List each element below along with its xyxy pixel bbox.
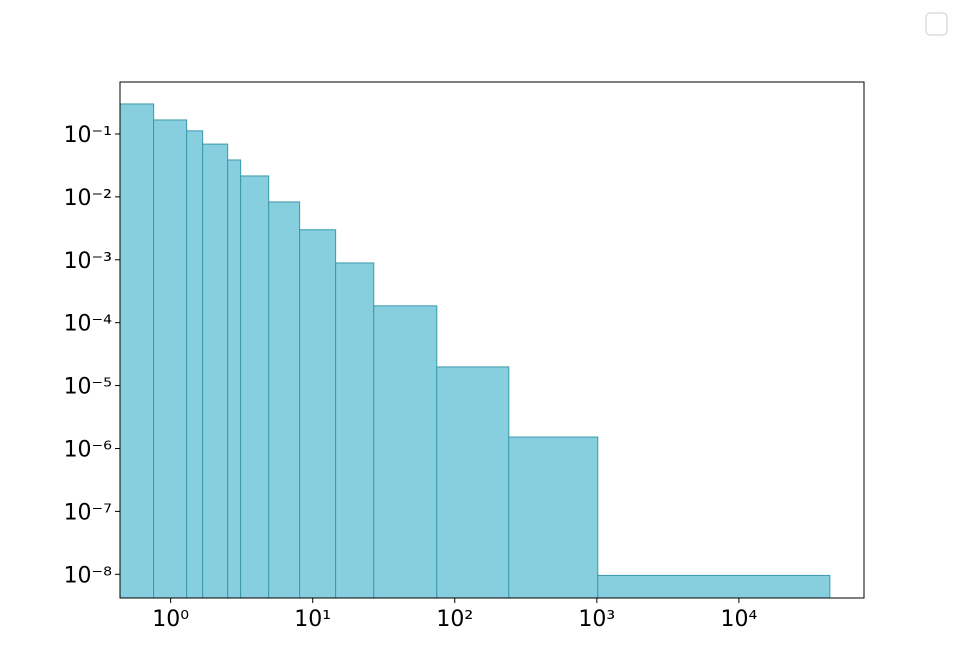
bar — [335, 262, 375, 599]
bar — [186, 130, 204, 599]
y-tick-label: 10⁻¹ — [64, 123, 112, 148]
y-tick-label: 10⁻⁸ — [64, 563, 113, 588]
bar — [299, 229, 337, 599]
x-tick-label: 10³ — [578, 607, 615, 632]
x-tick-label: 10¹ — [294, 607, 331, 632]
bar — [508, 436, 599, 599]
bar — [436, 366, 510, 599]
bar — [227, 159, 242, 599]
bar — [268, 201, 301, 599]
y-tick-label: 10⁻⁷ — [64, 500, 112, 525]
bar — [240, 175, 270, 599]
axes-frame — [119, 81, 865, 599]
x-tick-label: 10⁴ — [720, 607, 757, 632]
bar — [597, 574, 831, 599]
y-tick-label: 10⁻² — [64, 186, 112, 211]
y-tick-label: 10⁻⁵ — [64, 375, 112, 400]
y-tick-label: 10⁻⁶ — [64, 437, 113, 462]
bar — [373, 305, 438, 599]
bar — [153, 119, 188, 599]
legend — [925, 12, 948, 36]
y-tick-label: 10⁻⁴ — [64, 312, 113, 337]
x-tick-label: 10⁰ — [152, 607, 189, 632]
x-tick-label: 10² — [436, 607, 473, 632]
y-tick-label: 10⁻³ — [64, 249, 112, 274]
bar — [202, 143, 229, 599]
bar — [119, 103, 155, 599]
